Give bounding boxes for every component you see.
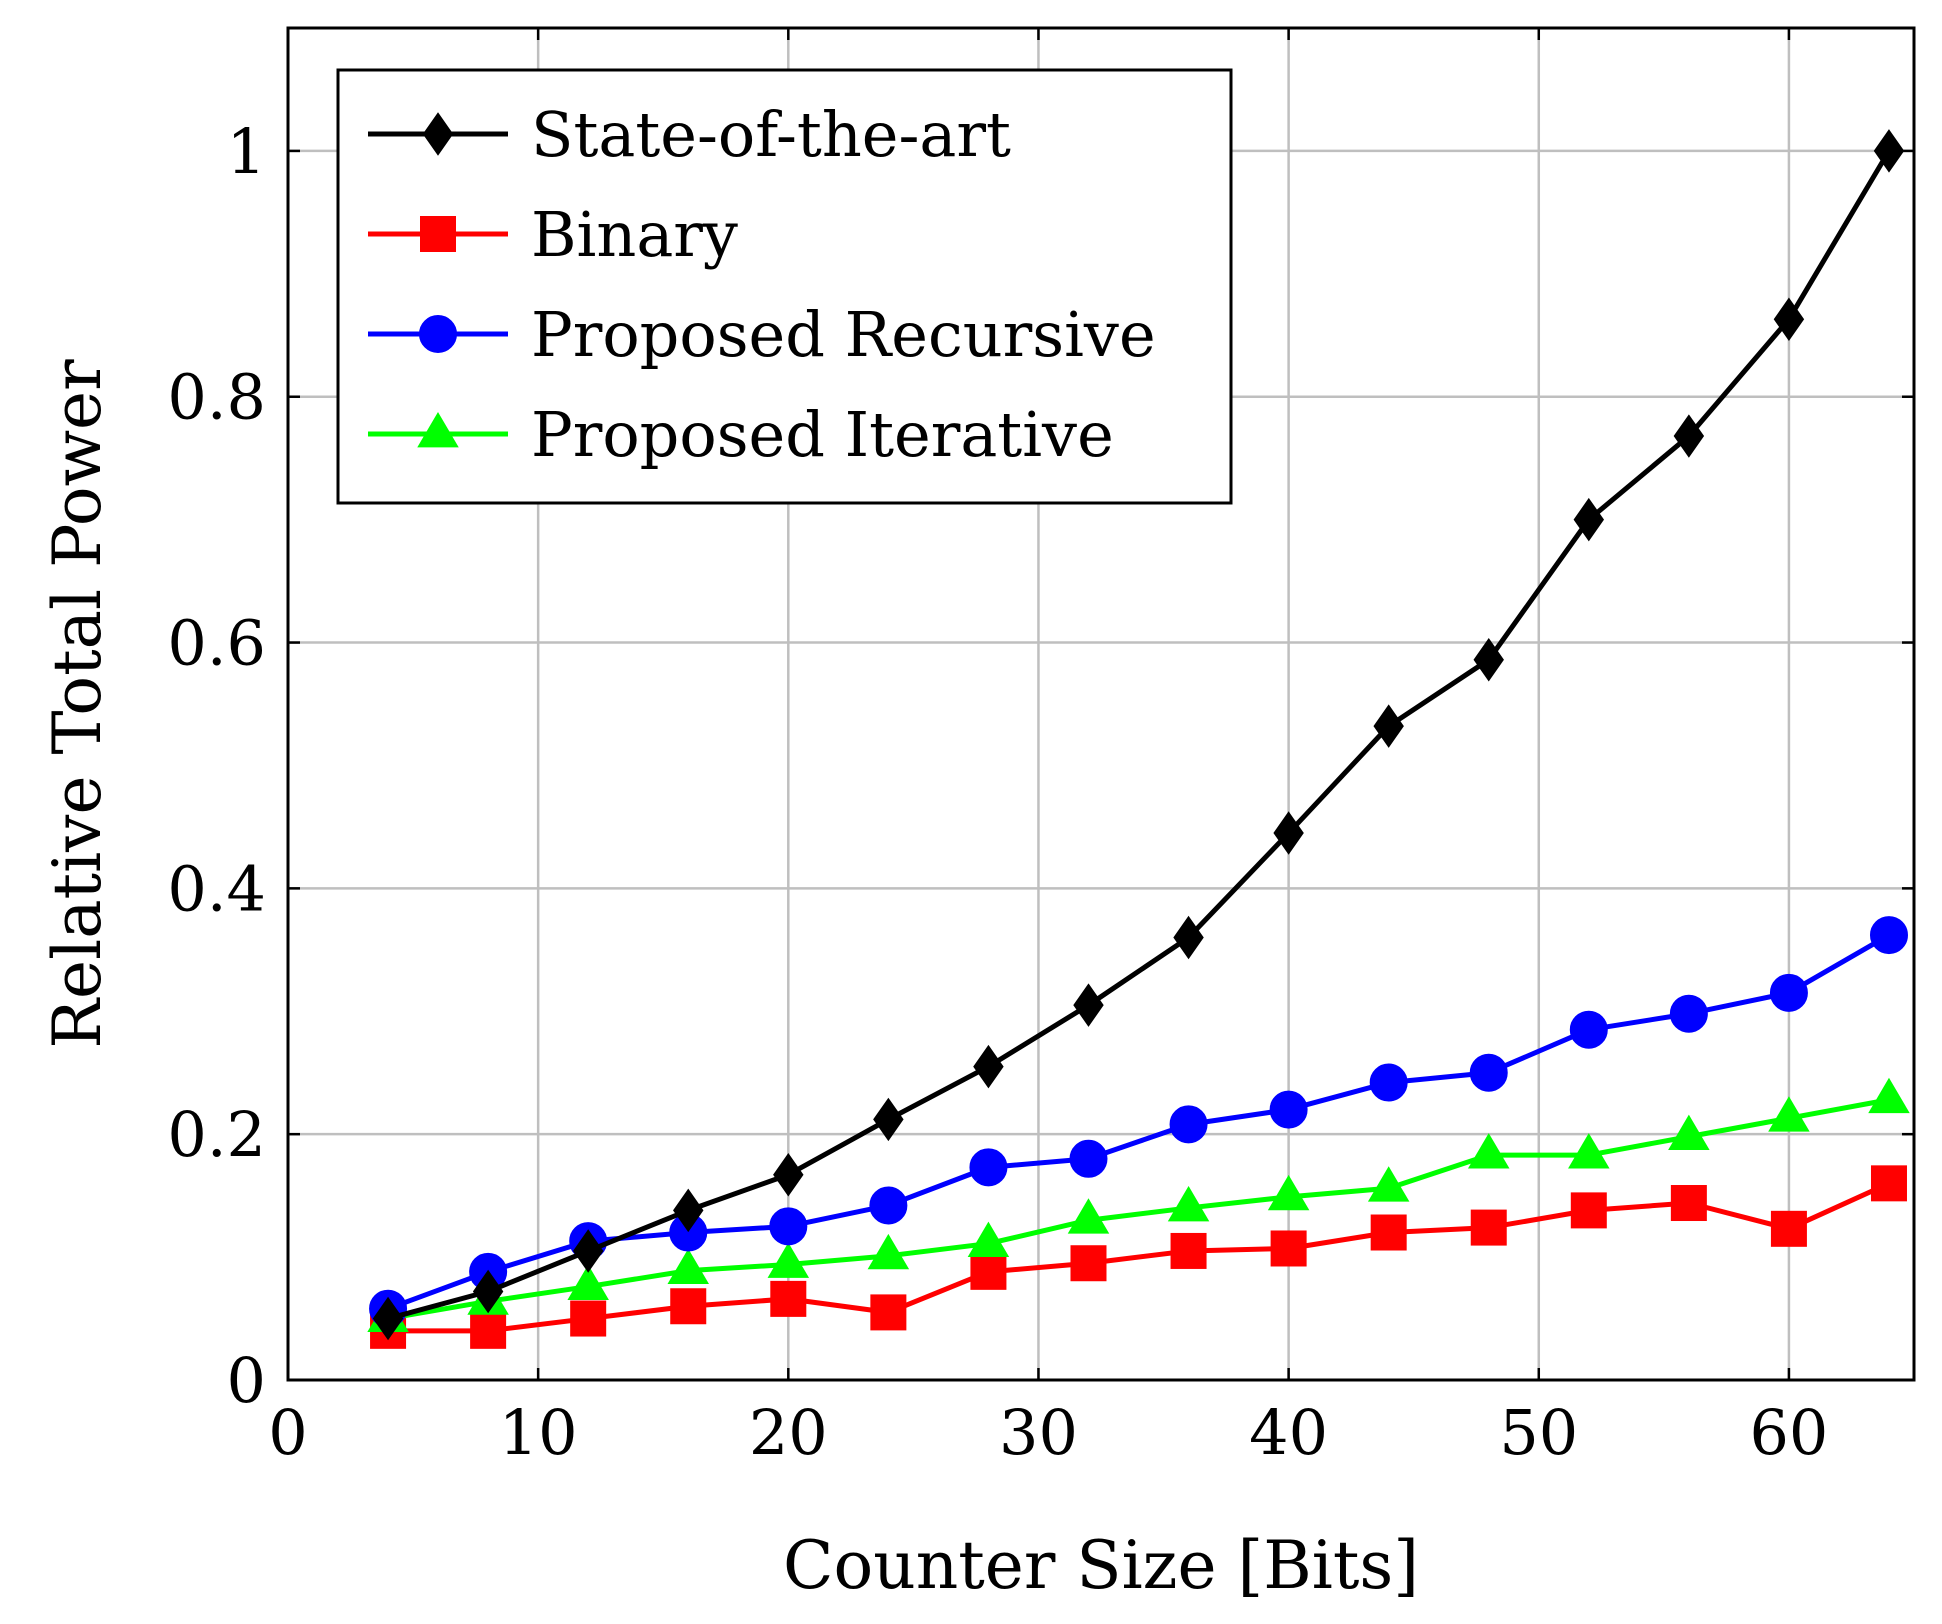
data-point-proposed-recursive — [869, 1186, 908, 1225]
data-point-binary — [670, 1288, 707, 1325]
data-point-binary — [1470, 1209, 1507, 1246]
data-point-binary — [770, 1280, 807, 1317]
legend-label: Proposed Recursive — [531, 298, 1156, 371]
data-point-binary — [570, 1300, 607, 1337]
data-point-proposed-iterative — [1167, 1185, 1210, 1222]
data-point-state-of-the-art — [472, 1269, 504, 1314]
data-point-proposed-recursive — [1469, 1053, 1508, 1092]
series-line-proposed-recursive — [387, 932, 1891, 1312]
data-point-proposed-recursive — [969, 1148, 1008, 1187]
data-point-binary — [1870, 1165, 1907, 1202]
data-point-state-of-the-art — [873, 1097, 904, 1142]
data-point-proposed-iterative — [1568, 1133, 1610, 1169]
series-line-binary — [388, 1181, 1891, 1334]
data-point-proposed-iterative — [967, 1221, 1010, 1257]
y-axis-title: Relative Total Power — [39, 359, 116, 1049]
legend-marker — [422, 112, 454, 156]
data-point-state-of-the-art — [1473, 638, 1504, 682]
data-point-state-of-the-art — [1173, 915, 1204, 960]
data-point-binary — [1670, 1185, 1707, 1222]
data-point-binary — [970, 1253, 1007, 1290]
data-point-proposed-iterative — [1768, 1096, 1810, 1132]
legend-label: Proposed Iterative — [531, 398, 1114, 471]
x-tick-label: 10 — [499, 1396, 578, 1469]
data-point-state-of-the-art — [1773, 297, 1805, 342]
data-point-binary — [870, 1294, 907, 1331]
data-point-binary — [1370, 1214, 1407, 1251]
data-point-binary — [1770, 1210, 1807, 1247]
data-point-proposed-iterative — [567, 1264, 609, 1300]
y-tick-label: 0.4 — [167, 852, 266, 925]
data-point-proposed-iterative — [767, 1242, 810, 1278]
y-tick-label: 0.2 — [167, 1098, 266, 1171]
data-point-state-of-the-art — [773, 1152, 804, 1197]
legend-entry-state-of-the-art: State-of-the-art — [368, 98, 1011, 171]
series-layer — [367, 129, 1910, 1349]
data-point-proposed-recursive — [1769, 973, 1808, 1012]
legend-entry-proposed-iterative: Proposed Iterative — [368, 398, 1114, 471]
data-point-proposed-recursive — [769, 1207, 808, 1246]
axis-ticks: 0 10 20 30 40 50 60 0 0.2 0.4 0.6 0.8 1 — [167, 28, 1914, 1469]
data-point-state-of-the-art — [1373, 704, 1404, 748]
series-line-proposed-iterative — [387, 1097, 1890, 1322]
data-point-binary — [470, 1312, 507, 1349]
legend-marker — [417, 412, 459, 448]
data-point-state-of-the-art — [673, 1188, 704, 1233]
data-point-proposed-iterative — [1467, 1133, 1510, 1169]
data-point-binary — [1270, 1230, 1307, 1267]
series-state-of-the-art — [372, 129, 1905, 1341]
data-point-proposed-recursive — [1569, 1010, 1608, 1049]
data-point-proposed-iterative — [1067, 1198, 1110, 1234]
data-point-proposed-recursive — [1169, 1105, 1208, 1144]
y-tick-label: 0.6 — [167, 607, 266, 680]
legend-label: State-of-the-art — [531, 98, 1011, 171]
data-point-proposed-recursive — [1869, 916, 1908, 955]
legend: State-of-the-art Binary Proposed Recursive… — [336, 68, 1233, 505]
y-tick-label: 1 — [227, 115, 266, 188]
legend-label: Binary — [531, 198, 738, 271]
x-axis-title: Counter Size [Bits] — [783, 1527, 1419, 1604]
x-tick-label: 40 — [1249, 1396, 1328, 1469]
data-point-proposed-iterative — [667, 1248, 709, 1285]
data-point-binary — [1570, 1192, 1607, 1229]
data-point-state-of-the-art — [1273, 811, 1304, 855]
legend-entry-proposed-recursive: Proposed Recursive — [368, 298, 1156, 371]
data-point-state-of-the-art — [1573, 497, 1605, 542]
data-point-proposed-recursive — [1369, 1063, 1408, 1102]
data-point-proposed-recursive — [1669, 994, 1708, 1033]
data-point-proposed-iterative — [1267, 1174, 1310, 1211]
data-point-proposed-recursive — [1069, 1139, 1108, 1178]
data-point-state-of-the-art — [973, 1044, 1004, 1089]
legend-marker — [419, 315, 457, 353]
data-point-proposed-recursive — [1269, 1090, 1308, 1129]
data-point-proposed-iterative — [1367, 1166, 1410, 1202]
data-point-proposed-iterative — [1668, 1114, 1710, 1151]
legend-entry-binary: Binary — [368, 198, 738, 271]
data-point-state-of-the-art — [572, 1229, 604, 1273]
data-point-binary — [1070, 1245, 1107, 1282]
legend-marker — [420, 216, 456, 252]
x-tick-label: 20 — [749, 1396, 828, 1469]
legend-box — [336, 68, 1233, 505]
data-point-proposed-iterative — [867, 1233, 910, 1270]
x-tick-label: 60 — [1749, 1396, 1828, 1469]
y-tick-label: 0.8 — [167, 361, 266, 434]
data-point-proposed-iterative — [1868, 1077, 1910, 1114]
data-point-state-of-the-art — [372, 1296, 404, 1341]
series-line-state-of-the-art — [387, 149, 1892, 1321]
data-point-state-of-the-art — [1673, 414, 1705, 458]
plot-frame — [286, 26, 1916, 1382]
data-point-state-of-the-art — [1073, 983, 1104, 1027]
data-point-binary — [1170, 1232, 1207, 1269]
y-tick-label: 0 — [227, 1344, 266, 1417]
data-point-state-of-the-art — [1873, 129, 1905, 173]
x-tick-label: 30 — [999, 1396, 1078, 1469]
x-tick-label: 0 — [268, 1396, 307, 1469]
x-tick-label: 50 — [1499, 1396, 1578, 1469]
